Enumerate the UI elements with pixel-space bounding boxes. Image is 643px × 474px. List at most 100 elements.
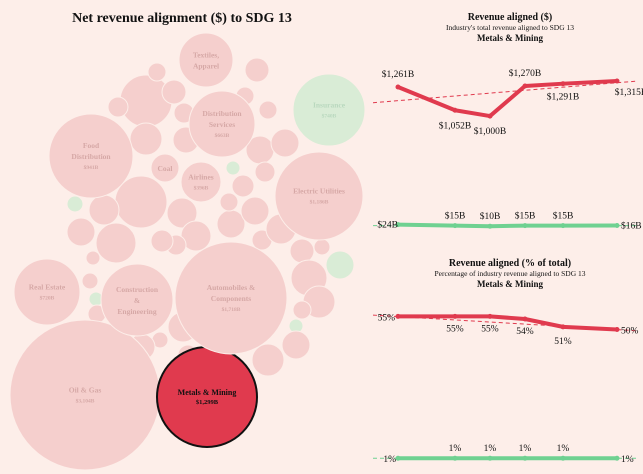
revenue-chart-sector: Metals & Mining	[477, 33, 543, 43]
bubble-minor[interactable]	[219, 192, 239, 212]
series-line-metals-mining	[396, 79, 619, 119]
bubble-minor[interactable]	[147, 62, 167, 82]
bubble-minor[interactable]	[107, 96, 129, 118]
percent-chart-title: Revenue aligned (% of total)	[449, 258, 571, 269]
bubble-circle[interactable]	[174, 241, 288, 355]
data-label: $10B	[480, 211, 501, 222]
bubble-minor[interactable]	[161, 79, 187, 105]
data-point[interactable]	[614, 78, 620, 84]
series-line-benchmark	[396, 222, 619, 229]
bubble-label: Apparel	[193, 62, 219, 71]
data-label: 1%	[519, 444, 532, 454]
bubble-label: Automobiles &	[207, 283, 256, 292]
data-point[interactable]	[487, 113, 493, 119]
bubble-minor[interactable]	[281, 330, 311, 360]
bubble-circle[interactable]	[13, 258, 81, 326]
bubble-label: Distribution	[202, 109, 242, 118]
data-point[interactable]	[452, 455, 458, 461]
data-point[interactable]	[395, 84, 401, 90]
bubble-minor[interactable]	[325, 250, 355, 280]
bubble-minor[interactable]	[66, 217, 96, 247]
revenue-chart-title: Revenue aligned ($)	[468, 12, 552, 23]
data-point[interactable]	[560, 223, 566, 229]
bubble-minor[interactable]	[231, 174, 255, 198]
data-point[interactable]	[487, 223, 493, 229]
bubble-label: Components	[211, 294, 252, 303]
data-point[interactable]	[395, 455, 401, 461]
bubble-electric-utilities[interactable]: Electric Utilities $1,186B	[274, 151, 364, 241]
bubble-minor[interactable]	[150, 229, 174, 253]
bubble-circle[interactable]	[100, 263, 174, 337]
data-point[interactable]	[614, 223, 620, 229]
bubble-value: $1,718B	[222, 306, 241, 313]
data-point[interactable]	[487, 313, 493, 319]
bubble-minor[interactable]	[225, 160, 241, 176]
data-point[interactable]	[395, 222, 401, 228]
data-point[interactable]	[560, 324, 566, 330]
data-label: 55%	[378, 313, 396, 323]
bubble-minor[interactable]	[292, 300, 312, 320]
bubble-circle[interactable]	[48, 113, 134, 199]
bubble-label: Metals & Mining	[178, 388, 237, 397]
bubble-circle[interactable]	[150, 153, 180, 183]
data-label: $15B	[445, 211, 466, 222]
bubble-value: $1,186B	[310, 199, 329, 206]
bubble-value: $396B	[194, 185, 209, 192]
bubble-minor[interactable]	[166, 197, 198, 229]
bubble-minor[interactable]	[85, 250, 101, 266]
data-label: 1%	[484, 444, 497, 454]
bubble-circle[interactable]	[274, 151, 364, 241]
data-label: $1,000B	[474, 126, 506, 137]
bubble-minor[interactable]	[95, 222, 137, 264]
bubble-minor[interactable]	[254, 161, 276, 183]
data-label: $1,315B	[615, 87, 643, 98]
bubble-construction-engineering[interactable]: Construction & Engineering	[100, 263, 174, 337]
data-point[interactable]	[522, 83, 528, 89]
bubble-real-estate[interactable]: Real Estate $720B	[13, 258, 81, 326]
bubble-minor[interactable]	[240, 196, 270, 226]
bubble-label: Oil & Gas	[69, 386, 102, 395]
bubble-label: Construction	[116, 285, 159, 294]
bubble-minor[interactable]	[251, 343, 285, 377]
bubble-airlines[interactable]: Airlines $396B	[180, 161, 222, 203]
bubble-automobiles-components[interactable]: Automobiles & Components $1,718B	[174, 241, 288, 355]
series-line-metals-mining	[396, 314, 619, 332]
data-point[interactable]	[487, 455, 493, 461]
data-point[interactable]	[560, 455, 566, 461]
bubble-circle[interactable]	[292, 73, 366, 147]
bubble-circle[interactable]	[188, 90, 256, 158]
data-point[interactable]	[560, 81, 566, 87]
bubble-textiles-apparel[interactable]: Textiles, Apparel	[178, 32, 234, 88]
data-point[interactable]	[452, 107, 458, 113]
revenue-chart-subtitle: Industry's total revenue aligned to SDG …	[446, 23, 574, 32]
data-point[interactable]	[614, 455, 620, 461]
bubble-chart-title: Net revenue alignment ($) to SDG 13	[72, 11, 292, 26]
data-point[interactable]	[522, 455, 528, 461]
bubble-minor[interactable]	[66, 195, 84, 213]
bubble-minor[interactable]	[244, 57, 270, 83]
data-point[interactable]	[395, 313, 401, 319]
bubble-circle[interactable]	[180, 161, 222, 203]
bubble-value: $663B	[215, 132, 230, 139]
bubble-minor[interactable]	[129, 122, 163, 156]
data-label: 1%	[621, 455, 634, 465]
bubble-minor[interactable]	[258, 100, 278, 120]
bubble-insurance[interactable]: Insurance $740B	[292, 73, 366, 147]
bubble-minor[interactable]	[270, 128, 300, 158]
data-point[interactable]	[452, 313, 458, 319]
revenue-line-chart: $1,261B $1,052B$1,000B $1,270B $1,291B $1,31…	[372, 68, 643, 232]
data-label: 55%	[446, 324, 464, 334]
data-point[interactable]	[522, 316, 528, 322]
bubble-coal[interactable]: Coal	[150, 153, 180, 183]
bubble-distribution-services[interactable]: Distribution Services $663B	[188, 90, 256, 158]
data-point[interactable]	[522, 223, 528, 229]
bubble-food-distribution[interactable]: Food Distribution $941B	[48, 113, 134, 199]
bubble-minor[interactable]	[81, 272, 99, 290]
bubble-label: Real Estate	[29, 283, 66, 292]
revenue-chart-header: Revenue aligned ($) Industry's total rev…	[446, 12, 574, 43]
bubble-label: Coal	[158, 164, 173, 173]
data-point[interactable]	[452, 223, 458, 229]
bubble-circle[interactable]	[178, 32, 234, 88]
data-point[interactable]	[614, 327, 620, 333]
bubble-label: Services	[209, 120, 235, 129]
